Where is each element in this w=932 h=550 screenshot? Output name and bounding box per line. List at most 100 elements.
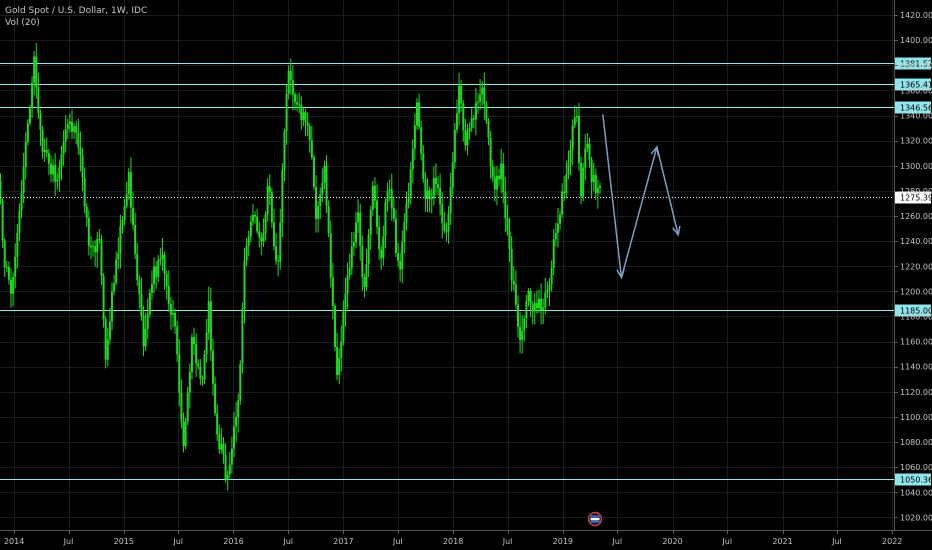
projection-arrow-segment[interactable] <box>620 146 658 278</box>
candle-body <box>477 101 480 103</box>
candle-body <box>462 103 465 130</box>
candle-body <box>148 292 151 315</box>
candle-body <box>510 248 513 281</box>
candle-body <box>211 350 214 384</box>
candle-body <box>31 82 34 109</box>
candle-body <box>98 239 101 241</box>
candle-body <box>245 245 248 261</box>
candle-body <box>523 318 526 331</box>
candle-body <box>5 267 8 269</box>
candle-body <box>474 102 477 120</box>
candle-body <box>205 332 208 355</box>
candle-body <box>516 304 519 327</box>
price-tick-label: 1100.00 <box>900 413 932 422</box>
candle-body <box>485 104 488 122</box>
candle-body <box>35 56 38 88</box>
candle-body <box>87 217 90 246</box>
candle-body <box>150 284 153 293</box>
candle-body <box>306 122 309 126</box>
candle-body <box>79 147 82 156</box>
candle-body <box>556 223 559 233</box>
candle-body <box>548 284 551 290</box>
candle-body <box>350 246 353 268</box>
candle-body <box>71 121 74 132</box>
candle-body <box>468 127 471 132</box>
level-price-label: 1365.41 <box>900 81 932 90</box>
candle-body <box>399 261 402 270</box>
candle-body <box>266 186 269 215</box>
candle-body <box>157 259 160 278</box>
candle-body <box>390 189 393 209</box>
candle-body <box>209 301 212 351</box>
volume-indicator-label[interactable]: Vol (20) <box>5 18 40 28</box>
price-tick-label: 1020.00 <box>900 513 932 522</box>
candle-body <box>563 191 566 194</box>
projection-arrow-segment[interactable] <box>602 114 623 278</box>
candle-body <box>529 290 532 305</box>
candle-body <box>73 126 76 132</box>
candle-body <box>58 167 61 180</box>
candle-body <box>443 223 446 231</box>
earnings-flag-icon[interactable] <box>587 511 603 527</box>
price-tick-label: 1120.00 <box>900 388 932 397</box>
candle-body <box>315 186 318 219</box>
candle-body <box>41 130 44 152</box>
candle-body <box>3 240 6 268</box>
candle-body <box>279 222 282 262</box>
projection-arrow-segment[interactable] <box>656 146 679 236</box>
horizontal-levels[interactable]: 1381.57 1365.41 1346.56 1185.00 1050.36 <box>0 57 932 486</box>
candle-body <box>161 254 164 260</box>
candle-body <box>466 131 469 146</box>
candle-body <box>596 187 599 194</box>
candle-body <box>262 233 265 242</box>
candle-body <box>296 102 299 105</box>
candle-body <box>178 354 181 393</box>
projection-arrows[interactable] <box>602 114 681 280</box>
candle-body <box>108 321 111 340</box>
time-tick-label: 2021 <box>772 537 792 546</box>
candle-body <box>498 175 501 180</box>
candle-body <box>533 303 536 312</box>
candle-body <box>167 285 170 304</box>
candle-body <box>359 212 362 246</box>
candle-body <box>64 129 67 142</box>
time-tick-label: Jul <box>502 537 513 546</box>
level-price-tag <box>895 101 931 114</box>
candle-body <box>439 188 442 205</box>
candle-body <box>310 140 313 158</box>
candle-body <box>460 85 463 104</box>
candle-body <box>174 313 177 327</box>
candle-body <box>397 253 400 262</box>
candle-body <box>85 206 88 218</box>
candle-body <box>197 363 200 367</box>
candle-body <box>451 162 454 188</box>
time-axis[interactable]: 2014 Jul 2015 Jul 2016 Jul 2017 Jul 2018 Jul 2019 J… <box>4 530 902 546</box>
candle-body <box>317 206 320 219</box>
candle-body <box>538 298 541 309</box>
time-tick-label: Jul <box>172 537 183 546</box>
candle-body <box>254 214 257 217</box>
candle-body <box>104 319 107 360</box>
time-tick-label: 2020 <box>662 537 682 546</box>
price-tick-label: 1160.00 <box>900 338 932 347</box>
candle-body <box>113 283 116 292</box>
candle-body <box>277 260 280 262</box>
candle-body <box>188 372 191 393</box>
candle-body <box>437 184 440 189</box>
candle-body <box>535 303 538 309</box>
candle-body <box>336 346 339 376</box>
candle-body <box>193 337 196 345</box>
price-axis[interactable]: 1020.00 1040.00 1060.00 1080.00 1100.00 1120.… <box>894 11 932 522</box>
candle-body <box>260 237 263 242</box>
candle-body <box>342 311 345 342</box>
candle-body <box>125 194 128 207</box>
candle-body <box>66 124 69 130</box>
current-price-label: 1275.39 <box>900 194 932 203</box>
candle-body <box>214 383 217 414</box>
candle-body <box>287 70 290 94</box>
candle-body <box>411 148 414 170</box>
candle-body <box>94 246 97 253</box>
candle-body <box>258 231 261 238</box>
time-tick-label: 2016 <box>223 537 243 546</box>
